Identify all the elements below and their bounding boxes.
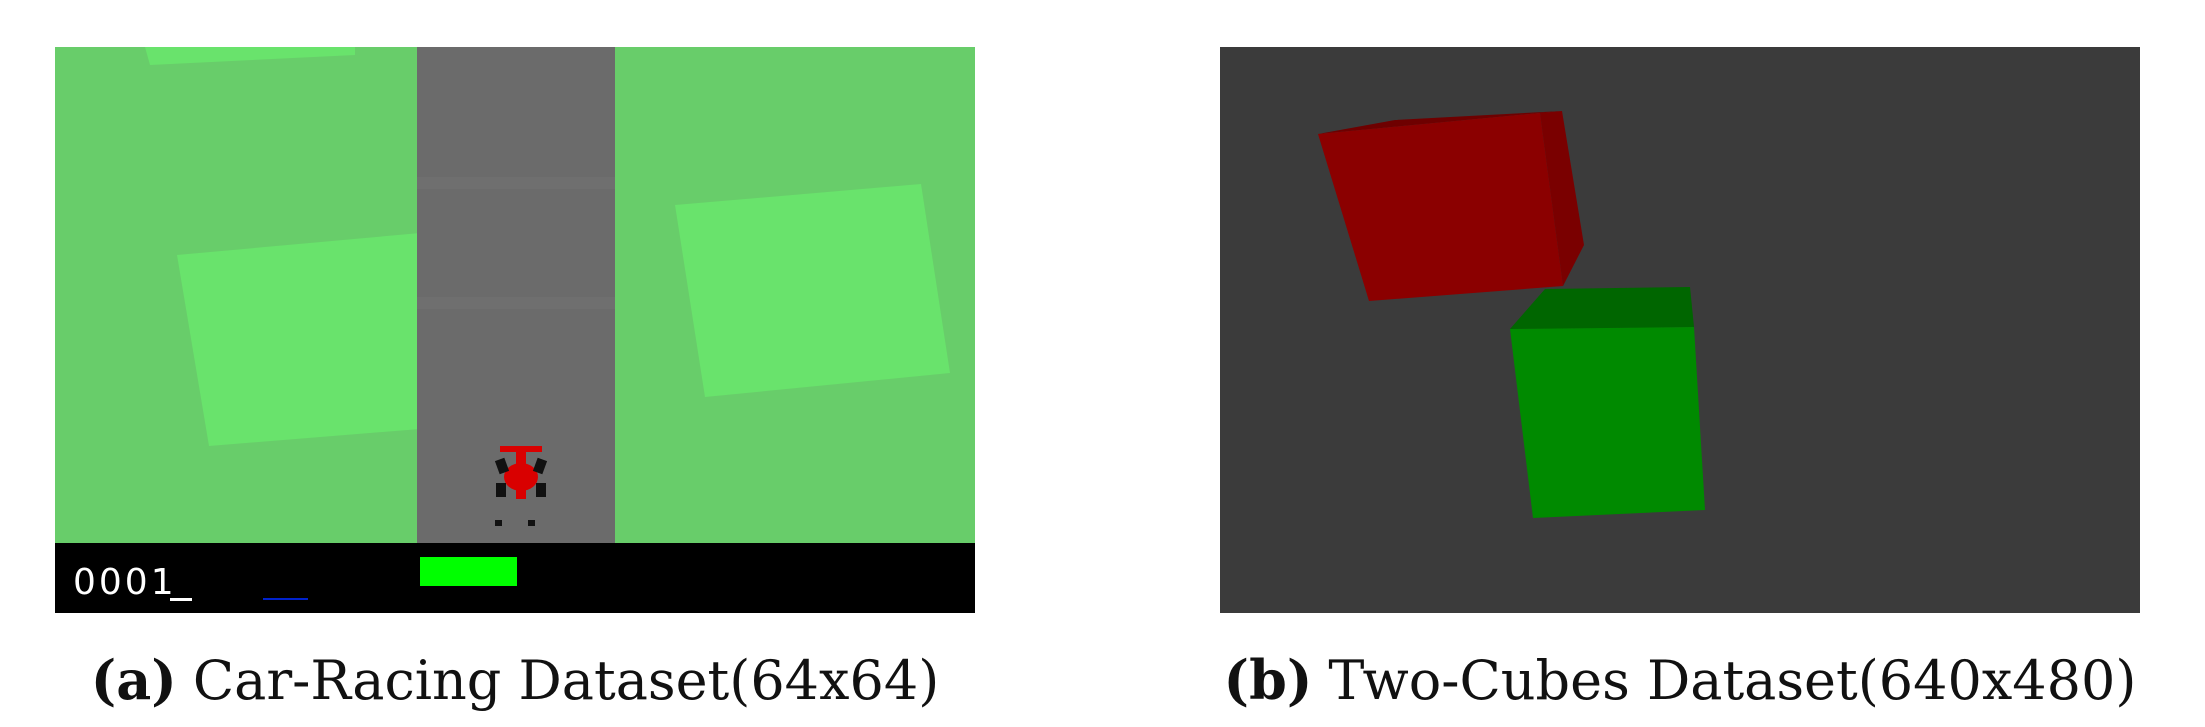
two-cubes-image [1220,47,2140,613]
score-cursor [170,598,192,601]
caption-b: (b) Two-Cubes Dataset(640x480) [1180,648,2180,712]
skid-mark [495,520,502,526]
caption-b-text: Two-Cubes Dataset(640x480) [1328,649,2137,712]
car-racing-image: 0001 [55,47,975,613]
skid-mark [528,520,535,526]
car-racing-frame: 0001 [55,47,975,613]
red-cube [1318,111,1584,301]
caption-b-label: (b) [1223,648,1313,712]
race-car [494,446,548,499]
grass-tile-top [145,47,355,65]
grass-tile-left [177,233,420,446]
road-stripe [417,297,615,309]
caption-a: (a) Car-Racing Dataset(64x64) [15,648,1015,712]
two-cubes-frame [1220,47,2140,613]
speed-bar [420,557,517,586]
green-cube [1510,287,1705,518]
caption-a-label: (a) [90,648,177,712]
grass-tile-right [675,184,950,397]
caption-a-text: Car-Racing Dataset(64x64) [192,649,940,712]
abs-indicator [263,598,308,600]
score-counter: 0001 [73,562,177,603]
road-stripe [417,177,615,189]
